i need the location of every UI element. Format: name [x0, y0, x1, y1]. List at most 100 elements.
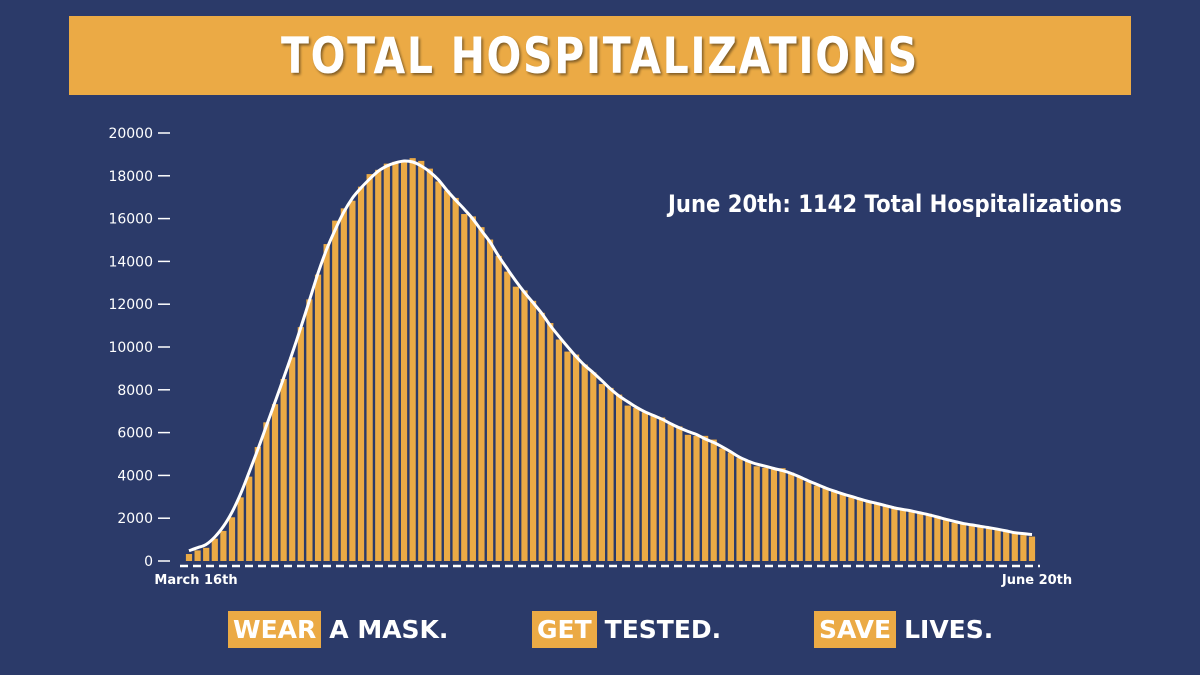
hospitalizations-chart: 0 2000 4000 6000 8000 10000 12000 14000 16000 180… — [108, 126, 1122, 588]
bar — [392, 161, 399, 562]
y-tick-label: 0 — [144, 554, 153, 570]
x-start-label: March 16th — [154, 573, 237, 588]
bar — [968, 524, 975, 561]
bar — [788, 472, 795, 561]
bar — [899, 510, 907, 561]
bar — [684, 434, 692, 561]
bar — [435, 181, 442, 561]
bar — [504, 271, 511, 561]
bar — [203, 547, 210, 561]
bar — [977, 526, 984, 561]
bar — [770, 467, 778, 561]
slogan-save-lives: SAVE LIVES. — [814, 604, 993, 654]
bars-group — [185, 158, 1036, 562]
bar — [917, 512, 924, 561]
bar — [994, 529, 1001, 561]
bar — [418, 160, 425, 561]
bar — [616, 394, 623, 561]
bar — [263, 422, 270, 561]
bar — [951, 522, 958, 561]
bar — [659, 417, 666, 561]
bar — [985, 527, 993, 561]
bar — [529, 300, 537, 561]
slogan-highlight: WEAR — [228, 610, 322, 648]
bar — [891, 507, 898, 561]
y-axis: 0 2000 4000 6000 8000 10000 12000 14000 16000 180… — [108, 126, 170, 570]
bar — [590, 372, 597, 561]
slogan-highlight: GET — [532, 610, 597, 648]
bar — [882, 506, 889, 561]
bar — [865, 500, 872, 561]
y-tick-label: 2000 — [117, 511, 153, 527]
bar — [400, 160, 408, 562]
bar — [547, 323, 554, 561]
bar — [495, 255, 502, 561]
bar — [469, 216, 476, 561]
y-tick-label: 4000 — [117, 468, 153, 484]
bar — [848, 497, 855, 561]
x-end-label: June 20th — [1001, 573, 1072, 588]
bar — [228, 517, 236, 561]
bar — [693, 435, 700, 561]
bar — [271, 404, 279, 561]
bar — [246, 476, 253, 561]
slogan-wear-a-mask: WEAR A MASK. — [228, 604, 448, 654]
bar — [960, 523, 967, 561]
bar — [1020, 535, 1027, 561]
bar — [573, 354, 580, 561]
chart-annotation: June 20th: 1142 Total Hospitalizations — [666, 190, 1122, 218]
bar — [641, 412, 648, 561]
bar — [753, 466, 760, 561]
bar — [1011, 531, 1018, 561]
slogan-get-tested: GET TESTED. — [532, 604, 721, 654]
bar — [598, 384, 605, 561]
bar — [796, 476, 803, 561]
bar — [856, 499, 864, 561]
y-tick-label: 18000 — [108, 169, 153, 185]
bar — [925, 513, 932, 561]
bar — [478, 227, 485, 561]
bar — [934, 516, 941, 561]
bar — [1028, 536, 1036, 561]
bar — [185, 554, 193, 561]
y-tick-label: 14000 — [108, 254, 153, 270]
slogan-highlight: SAVE — [814, 610, 897, 648]
bar — [375, 169, 382, 561]
slogan-text: A MASK. — [329, 614, 449, 644]
bar — [727, 452, 735, 561]
slogan-text: LIVES. — [904, 614, 994, 644]
bar — [710, 439, 717, 561]
bar — [719, 448, 726, 561]
bar — [383, 163, 390, 561]
bar — [633, 407, 640, 561]
bar — [667, 424, 674, 561]
bar — [340, 208, 347, 561]
bar — [805, 481, 812, 561]
bar — [254, 447, 261, 561]
bar — [1003, 530, 1010, 561]
bar — [650, 415, 657, 561]
bar — [512, 286, 519, 561]
bar — [314, 274, 322, 561]
bar — [323, 244, 330, 561]
title-banner: TOTAL HOSPITALIZATIONS — [69, 16, 1131, 95]
bar — [538, 312, 545, 561]
bar — [297, 327, 304, 561]
bar — [237, 497, 244, 561]
bar — [332, 220, 339, 561]
bar — [280, 379, 287, 561]
bar — [839, 494, 846, 561]
bar — [289, 357, 296, 561]
bar — [220, 530, 227, 561]
bar — [409, 158, 416, 561]
bar — [874, 503, 881, 561]
chart-title: TOTAL HOSPITALIZATIONS — [281, 26, 919, 85]
bar — [702, 435, 709, 561]
bar — [357, 186, 365, 561]
trend-line — [188, 159, 1033, 553]
bar — [555, 339, 562, 561]
bar — [581, 364, 588, 561]
bar — [745, 460, 752, 561]
bar — [461, 214, 468, 562]
bar — [762, 467, 769, 561]
